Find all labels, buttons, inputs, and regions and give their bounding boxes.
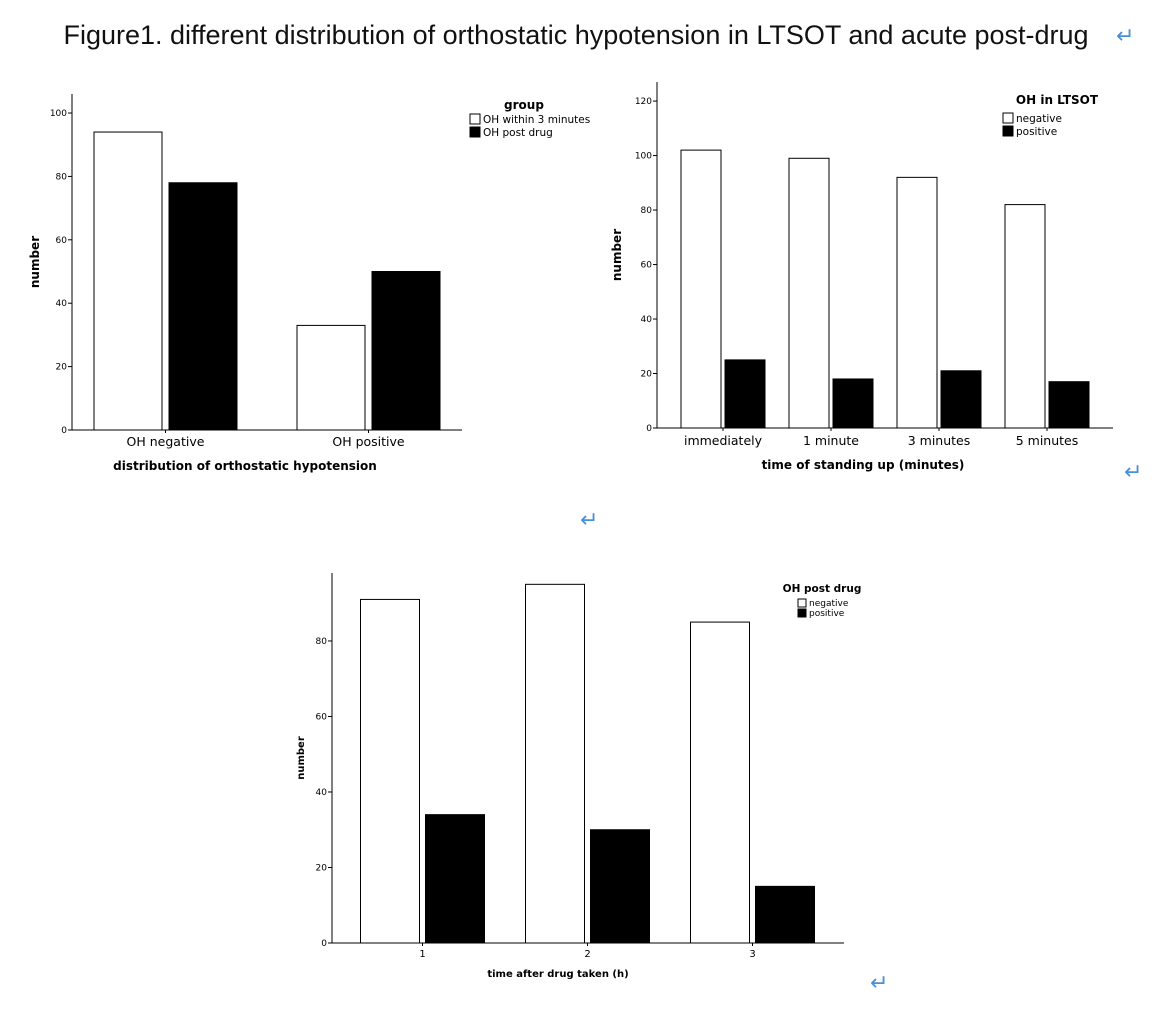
return-mark-chart3: ↵	[870, 971, 889, 996]
bar-oh-within-3-minutes-0	[93, 131, 163, 431]
y-tick-label: 80	[56, 172, 68, 182]
y-tick-label: 80	[316, 637, 328, 647]
y-tick-label: 20	[316, 863, 328, 873]
bar-positive-2	[755, 885, 815, 944]
y-axis-label: number	[610, 229, 624, 281]
y-tick-label: 100	[50, 109, 67, 119]
bar-negative-1	[788, 157, 830, 429]
y-axis-label: number	[296, 736, 307, 780]
bar-positive-1	[590, 829, 650, 944]
x-tick-label: 1	[419, 949, 425, 960]
bar-positive-2	[940, 370, 982, 429]
bar-oh-post-drug-1	[371, 271, 441, 431]
y-tick-label: 20	[56, 363, 68, 373]
y-tick-label: 20	[641, 370, 653, 380]
legend-title: group	[504, 98, 544, 112]
y-tick-label: 40	[316, 788, 328, 798]
legend-title: OH post drug	[783, 583, 862, 595]
y-tick-label: 120	[635, 97, 652, 107]
bar-negative-0	[680, 149, 722, 429]
bar-negative-2	[690, 621, 750, 944]
legend-title: OH in LTSOT	[1016, 93, 1099, 107]
y-tick-label: 0	[321, 939, 327, 949]
x-tick-label: 2	[584, 949, 590, 960]
figure-title: Figure1. different distribution of ortho…	[63, 20, 1089, 50]
x-tick-label: 3	[749, 949, 755, 960]
return-mark-middle: ↵	[580, 508, 599, 533]
y-axis-label: number	[28, 236, 42, 288]
y-tick-label: 100	[635, 152, 652, 162]
bar-negative-3	[1004, 204, 1046, 429]
x-axis-label: time of standing up (minutes)	[762, 458, 965, 472]
bar-negative-0	[360, 598, 420, 944]
return-mark-title: ↵	[1116, 24, 1135, 49]
legend-swatch	[469, 126, 481, 138]
x-tick-label: OH negative	[127, 434, 205, 449]
bar-negative-2	[896, 176, 938, 429]
legend-swatch	[797, 608, 807, 618]
bar-positive-0	[425, 814, 485, 944]
bar-negative-1	[525, 583, 585, 944]
bar-positive-0	[724, 359, 766, 429]
x-tick-label: 3 minutes	[908, 433, 971, 448]
y-tick-label: 40	[641, 315, 653, 325]
y-tick-label: 40	[56, 299, 68, 309]
legend-swatch	[469, 113, 481, 125]
legend-item-label: OH within 3 minutes	[483, 114, 590, 126]
x-tick-label: OH positive	[332, 434, 405, 449]
legend-swatch	[797, 598, 807, 608]
legend-item-label: positive	[1016, 126, 1057, 138]
legend-swatch	[1002, 125, 1014, 137]
x-tick-label: 1 minute	[803, 433, 859, 448]
y-tick-label: 0	[61, 426, 67, 436]
bar-oh-within-3-minutes-1	[296, 324, 366, 431]
bar-oh-post-drug-0	[168, 182, 238, 431]
x-tick-label: immediately	[684, 433, 763, 448]
legend-swatch	[1002, 112, 1014, 124]
y-tick-label: 60	[316, 712, 328, 722]
y-tick-label: 60	[641, 261, 653, 271]
bar-positive-1	[832, 378, 874, 429]
legend-item-label: negative	[1016, 113, 1062, 125]
legend-item-label: OH post drug	[483, 127, 553, 139]
legend-item-label: positive	[809, 609, 845, 619]
bar-positive-3	[1048, 381, 1090, 429]
x-axis-label: distribution of orthostatic hypotension	[113, 459, 377, 473]
y-tick-label: 0	[646, 424, 652, 434]
legend-item-label: negative	[809, 599, 849, 609]
y-tick-label: 80	[641, 206, 653, 216]
x-tick-label: 5 minutes	[1016, 433, 1079, 448]
y-tick-label: 60	[56, 236, 68, 246]
x-axis-label: time after drug taken (h)	[487, 969, 628, 980]
return-mark-chart2: ↵	[1124, 460, 1143, 485]
